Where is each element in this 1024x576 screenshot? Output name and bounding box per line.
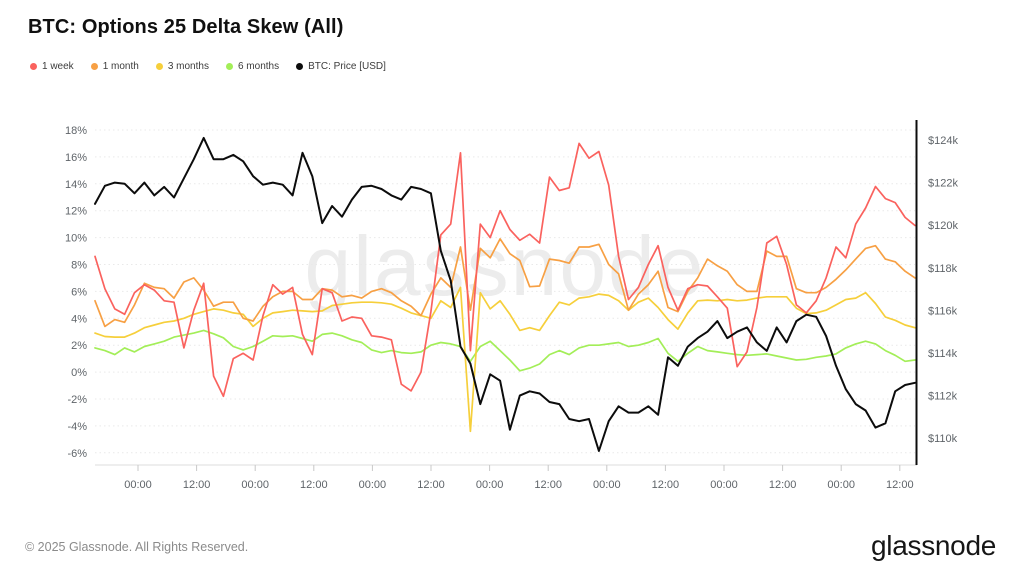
- x-tick-label: 12:00: [534, 479, 562, 491]
- right-axis-label: $122k: [928, 178, 958, 190]
- right-axis-label: $110k: [928, 433, 958, 445]
- left-axis-label: 14%: [65, 179, 87, 191]
- left-axis-label: 6%: [71, 286, 87, 298]
- right-axis-label: $120k: [928, 220, 958, 232]
- x-tick-label: 00:00: [124, 479, 152, 491]
- left-axis-label: 2%: [71, 340, 87, 352]
- series-line-btc-price-usd: [94, 136, 916, 452]
- left-axis-label: -4%: [67, 421, 87, 433]
- legend-item-btc-price[interactable]: BTC: Price [USD]: [296, 61, 386, 72]
- right-axis-label: $118k: [928, 263, 958, 275]
- series-line-1-month: [94, 238, 916, 328]
- x-tick-label: 00:00: [710, 479, 738, 491]
- left-axis-label: 12%: [65, 206, 87, 218]
- right-axis-label: $114k: [928, 348, 958, 360]
- x-tick-label: 12:00: [183, 479, 211, 491]
- legend-item-1-month[interactable]: 1 month: [90, 61, 139, 72]
- left-axis-label: -2%: [67, 394, 87, 406]
- x-tick-label: 00:00: [593, 479, 621, 491]
- right-axis-label: $116k: [928, 305, 958, 317]
- x-tick-label: 12:00: [417, 479, 445, 491]
- left-axis-label: 18%: [65, 125, 87, 137]
- legend: 1 week 1 month 3 months 6 months BTC: Pr…: [30, 61, 386, 72]
- legend-swatch-1-month-icon: [90, 63, 98, 70]
- glassnode-logo: glassnode: [871, 530, 996, 561]
- x-tick-label: 00:00: [359, 479, 387, 491]
- x-tick-label: 00:00: [241, 479, 269, 491]
- right-axis-label: $112k: [928, 391, 958, 403]
- x-tick-label: 12:00: [886, 479, 914, 491]
- left-axis-label: 4%: [71, 313, 87, 325]
- x-tick-label: 00:00: [476, 479, 504, 491]
- left-axis-label: 10%: [65, 233, 87, 245]
- legend-swatch-btc-price-icon: [296, 63, 304, 70]
- x-tick-label: 12:00: [300, 479, 328, 491]
- legend-item-3-months[interactable]: 3 months: [155, 61, 209, 72]
- page-title: BTC: Options 25 Delta Skew (All): [28, 16, 344, 38]
- copyright-text: © 2025 Glassnode. All Rights Reserved.: [25, 540, 249, 554]
- legend-label: BTC: Price [USD]: [308, 61, 386, 72]
- legend-label: 1 month: [102, 61, 139, 72]
- left-axis-label: 16%: [65, 152, 87, 164]
- legend-item-1-week[interactable]: 1 week: [30, 61, 74, 72]
- legend-swatch-6-months-icon: [225, 63, 233, 70]
- legend-swatch-3-months-icon: [155, 63, 163, 70]
- legend-label: 1 week: [42, 61, 74, 72]
- left-axis-label: 0%: [71, 367, 87, 379]
- x-tick-label: 12:00: [652, 479, 680, 491]
- series-line-6-months: [94, 329, 916, 372]
- x-tick-label: 12:00: [769, 479, 797, 491]
- series-line-1-week: [94, 142, 916, 398]
- legend-swatch-1-week-icon: [30, 63, 37, 70]
- right-axis-label: $124k: [928, 135, 958, 147]
- x-tick-label: 00:00: [827, 479, 855, 491]
- left-axis-label: -6%: [67, 448, 87, 460]
- left-axis-label: 8%: [71, 260, 87, 272]
- legend-label: 3 months: [167, 61, 209, 72]
- legend-label: 6 months: [237, 61, 280, 72]
- legend-item-6-months[interactable]: 6 months: [225, 61, 280, 72]
- series-line-3-months: [94, 286, 916, 433]
